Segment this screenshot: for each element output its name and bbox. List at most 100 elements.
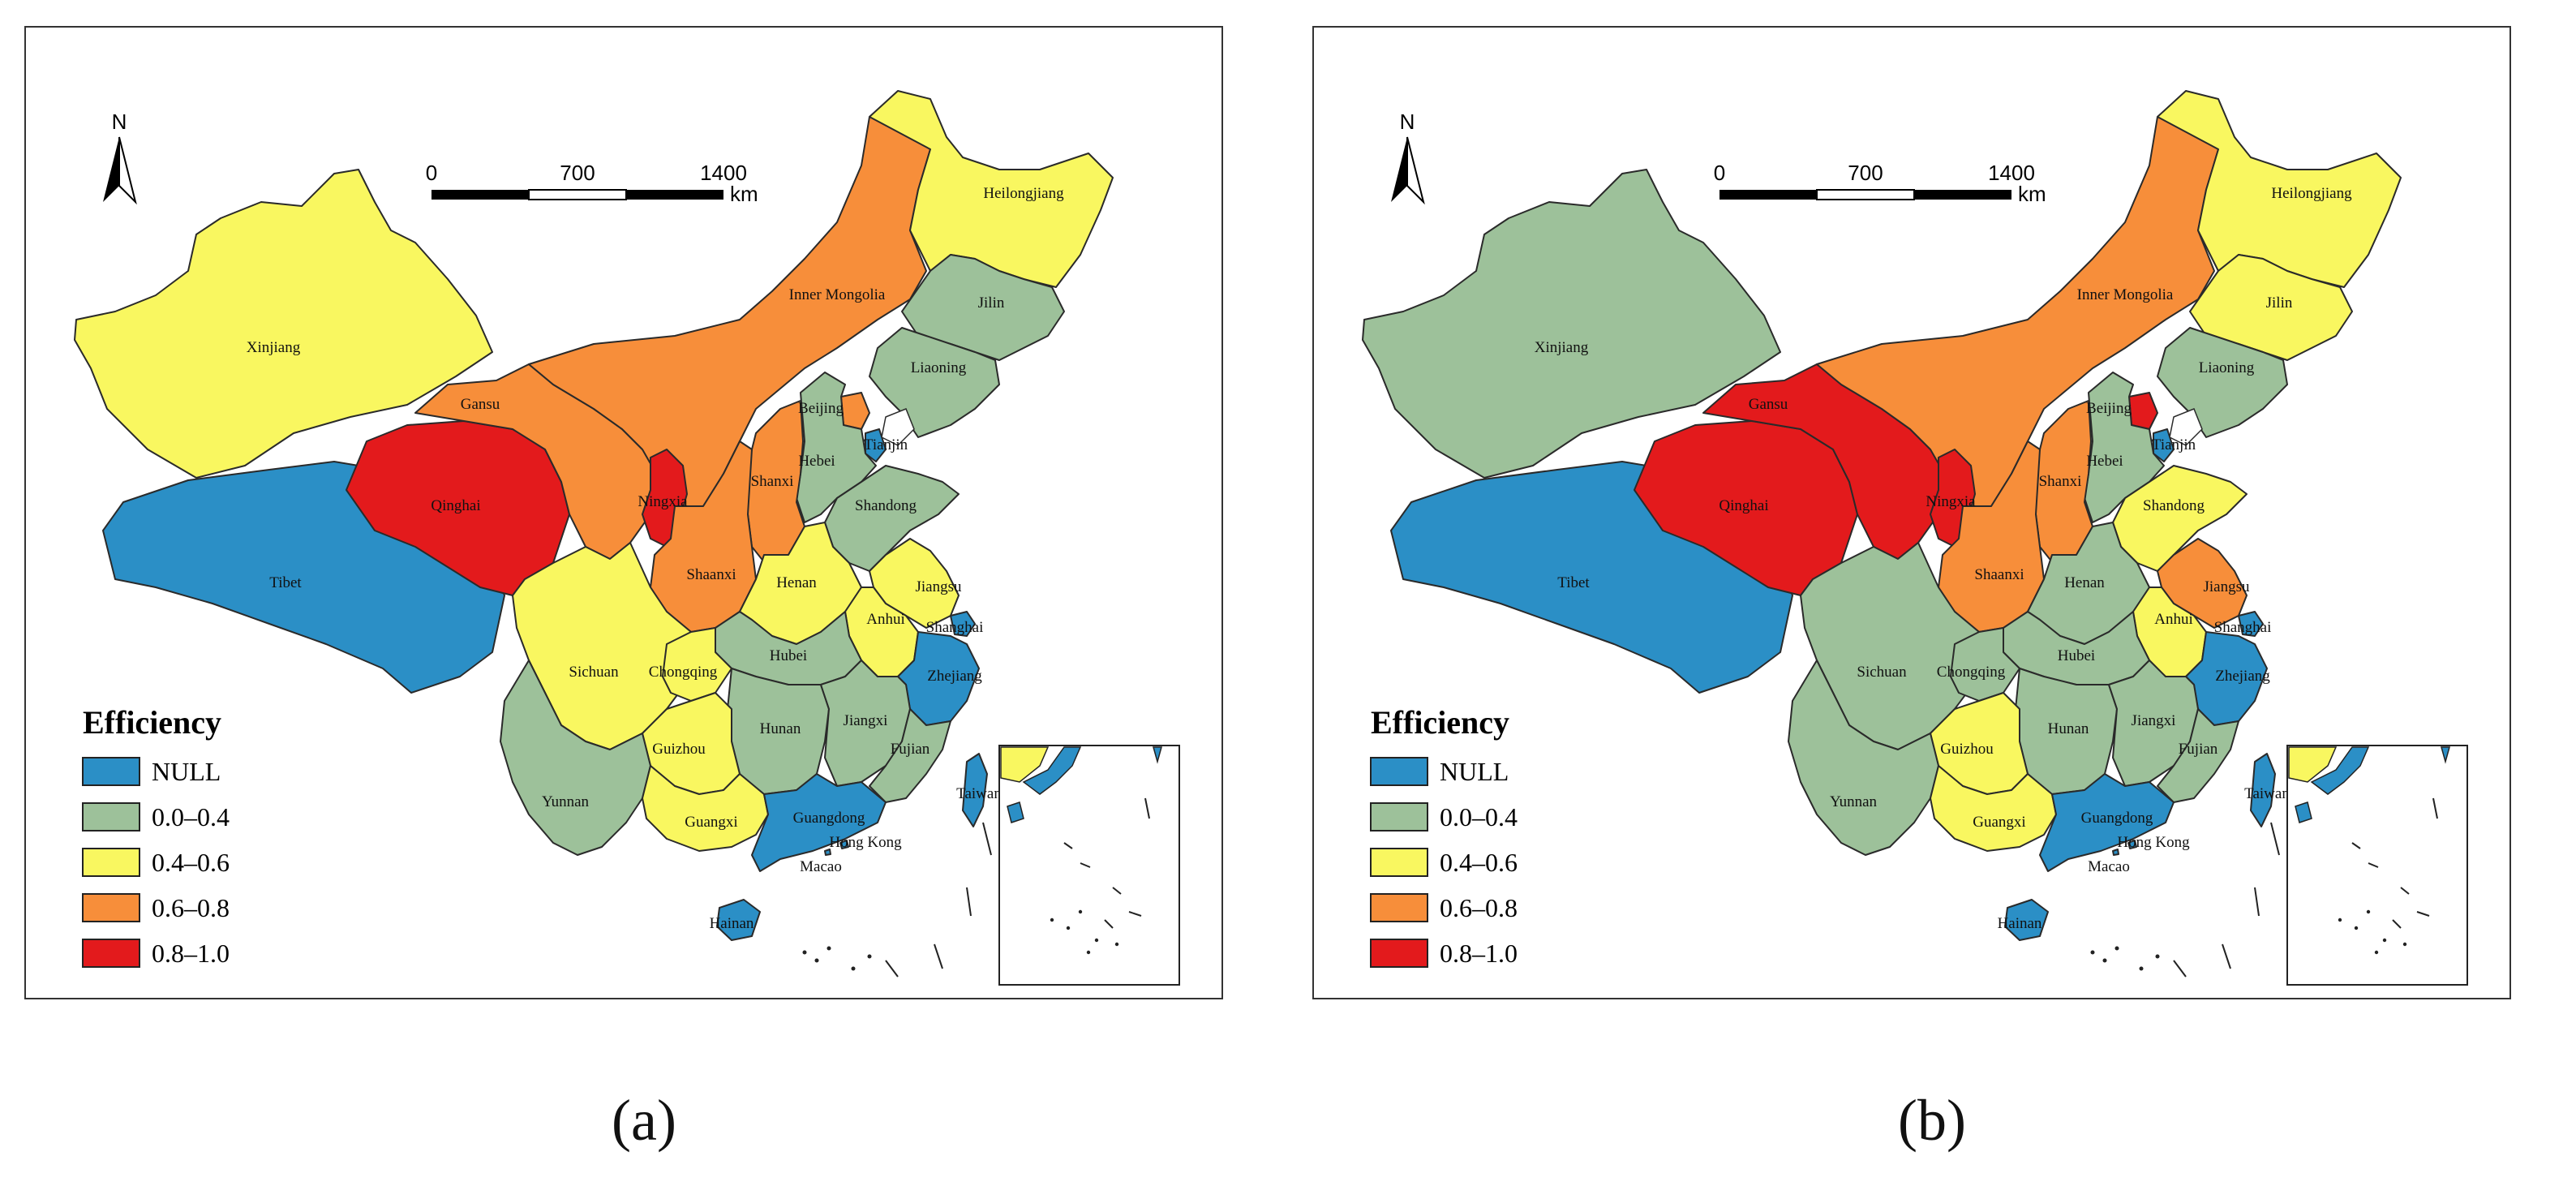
province-label-shaanxi: Shaanxi <box>686 566 736 583</box>
province-hong-kong <box>839 840 849 849</box>
province-label-chongqing: Chongqing <box>649 664 718 681</box>
province-guangxi <box>642 765 769 852</box>
map-frame: Xinjiang Tibet Qinghai Gansu Inner Mongolia H… <box>24 26 1223 999</box>
province-label-guangdong: Guangdong <box>2081 810 2153 827</box>
province-label-shanghai: Shanghai <box>926 619 984 636</box>
province-label-hunan: Hunan <box>760 720 801 737</box>
province-label-macao: Macao <box>800 858 842 875</box>
province-label-jilin: Jilin <box>2266 294 2293 312</box>
province-label-xinjiang: Xinjiang <box>1535 339 1589 356</box>
province-chongqing <box>1950 627 2020 702</box>
north-arrow-label: N <box>1400 110 1415 134</box>
north-arrow-icon <box>1391 136 1425 205</box>
province-label-hubei: Hubei <box>2058 647 2095 664</box>
province-label-ningxia: Ningxia <box>638 493 688 510</box>
legend-swatch <box>82 848 140 877</box>
province-label-anhui: Anhui <box>866 611 905 628</box>
province-label-shanghai: Shanghai <box>2214 619 2272 636</box>
province-label-taiwan: Taiwan <box>956 785 1002 802</box>
legend-item-label: 0.6–0.8 <box>1440 893 1518 922</box>
province-macao <box>824 849 831 856</box>
province-label-tibet: Tibet <box>1557 574 1590 591</box>
province-label-henan: Henan <box>776 574 817 591</box>
province-label-hebei: Hebei <box>798 453 835 470</box>
province-label-gansu: Gansu <box>461 396 500 413</box>
province-shanghai <box>2238 611 2264 637</box>
china-efficiency-map: Xinjiang Tibet Qinghai Gansu Inner Mongolia H… <box>1362 90 2468 986</box>
province-hainan <box>2004 899 2049 941</box>
province-guangxi <box>1930 765 2057 852</box>
legend-swatch <box>82 893 140 922</box>
legend-swatch <box>82 757 140 786</box>
north-arrow-label: N <box>112 110 127 134</box>
province-label-hunan: Hunan <box>2048 720 2089 737</box>
legend-item-label: NULL <box>1440 757 1509 786</box>
province-label-hainan: Hainan <box>710 915 754 932</box>
province-label-beijing: Beijing <box>2086 400 2132 417</box>
province-label-jiangxi: Jiangxi <box>2132 712 2176 729</box>
province-chongqing <box>662 627 732 702</box>
province-taiwan <box>962 753 988 827</box>
scale-unit-label: km <box>2018 182 2046 206</box>
scale-tick-label: 700 <box>560 161 595 185</box>
province-qinghai <box>1634 420 1858 596</box>
province-label-jiangsu: Jiangsu <box>916 578 963 595</box>
sea-islands <box>2090 822 2280 978</box>
province-xinjiang <box>74 169 493 479</box>
province-label-hainan: Hainan <box>1998 915 2042 932</box>
province-xinjiang <box>1362 169 1781 479</box>
scale-tick-label: 0 <box>1714 161 1725 185</box>
province-label-inner-mongolia: Inner Mongolia <box>789 286 886 303</box>
province-macao <box>2112 849 2119 856</box>
legend-item-label: 0.0–0.4 <box>152 802 230 831</box>
province-label-guangxi: Guangxi <box>685 814 737 831</box>
province-fujian <box>869 708 951 803</box>
province-label-yunnan: Yunnan <box>1830 793 1878 810</box>
legend-title: Efficiency <box>1371 704 1509 741</box>
sea-islands <box>802 822 992 978</box>
north-arrow-icon <box>103 136 137 205</box>
legend: Efficiency NULL 0.0–0.4 0.4–0.6 0.6–0.8 0.8–1… <box>1370 704 1518 968</box>
province-hainan <box>716 899 761 941</box>
legend: Efficiency NULL 0.0–0.4 0.4–0.6 0.6–0.8 0.8–1… <box>82 704 230 968</box>
province-label-gansu: Gansu <box>1749 396 1788 413</box>
legend-item-label: 0.4–0.6 <box>152 848 230 877</box>
map-frame: Xinjiang Tibet Qinghai Gansu Inner Mongolia H… <box>1312 26 2511 999</box>
province-label-taiwan: Taiwan <box>2244 785 2290 802</box>
legend-swatch <box>82 939 140 968</box>
province-beijing <box>840 392 870 430</box>
province-guangdong <box>2039 773 2175 872</box>
province-label-jiangsu: Jiangsu <box>2204 578 2251 595</box>
province-label-anhui: Anhui <box>2154 611 2193 628</box>
legend-swatch <box>1370 848 1428 877</box>
scale-tick-label: 1400 <box>700 161 747 185</box>
province-label-hong-kong: Hong Kong <box>829 834 902 851</box>
province-label-macao: Macao <box>2088 858 2130 875</box>
legend-item-label: NULL <box>152 757 221 786</box>
province-label-fujian: Fujian <box>2179 741 2218 758</box>
province-label-yunnan: Yunnan <box>542 793 590 810</box>
province-label-guangxi: Guangxi <box>1973 814 2025 831</box>
province-beijing <box>2128 392 2158 430</box>
province-label-liaoning: Liaoning <box>2199 359 2255 376</box>
province-label-shandong: Shandong <box>855 497 917 514</box>
province-label-guangdong: Guangdong <box>793 810 865 827</box>
province-label-tianjin: Tianjin <box>2152 436 2196 453</box>
province-label-zhejiang: Zhejiang <box>927 668 982 685</box>
province-label-sichuan: Sichuan <box>569 664 619 681</box>
legend-item-label: 0.4–0.6 <box>1440 848 1518 877</box>
province-label-shanxi: Shanxi <box>2039 473 2082 490</box>
province-label-qinghai: Qinghai <box>431 497 480 514</box>
scale-tick-label: 1400 <box>1988 161 2035 185</box>
province-fujian <box>2157 708 2239 803</box>
province-label-inner-mongolia: Inner Mongolia <box>2077 286 2174 303</box>
province-label-xinjiang: Xinjiang <box>247 339 301 356</box>
province-label-tianjin: Tianjin <box>864 436 908 453</box>
province-label-guizhou: Guizhou <box>652 741 706 758</box>
province-label-zhejiang: Zhejiang <box>2215 668 2270 685</box>
legend-item-label: 0.8–1.0 <box>152 939 230 968</box>
province-label-ningxia: Ningxia <box>1926 493 1976 510</box>
legend-item-label: 0.0–0.4 <box>1440 802 1518 831</box>
